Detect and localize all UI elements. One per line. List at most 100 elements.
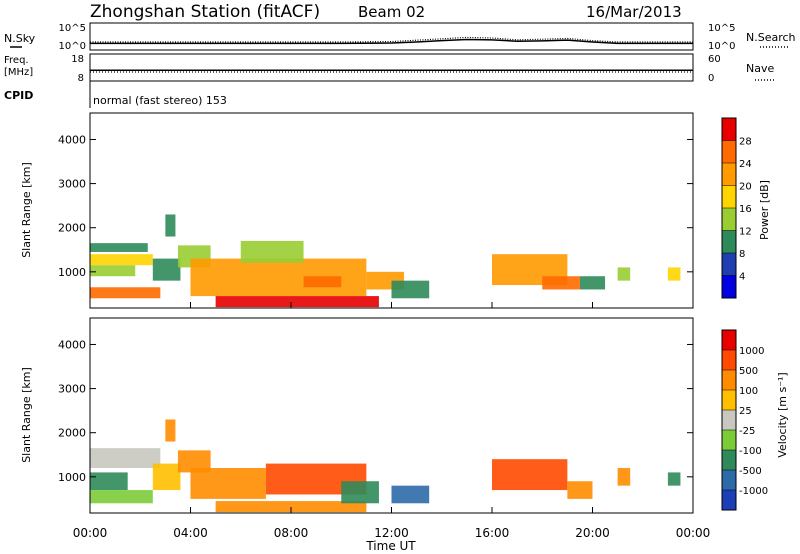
xtick-label: 20:00 bbox=[575, 526, 610, 540]
power-colorbar-swatch bbox=[722, 208, 736, 231]
velocity-colorbar-tick-label: 500 bbox=[739, 366, 758, 377]
power-heatmap bbox=[90, 214, 681, 308]
heatmap-cell bbox=[177, 450, 211, 473]
velocity-colorbar-tick-label: 25 bbox=[739, 406, 752, 417]
freq-right-tick-high: 60 bbox=[708, 54, 721, 65]
power-colorbar-tick-label: 20 bbox=[739, 182, 752, 193]
heatmap-cell bbox=[90, 265, 136, 277]
cpid-value: normal (fast stereo) 153 bbox=[93, 94, 227, 107]
heatmap-cell bbox=[391, 280, 430, 299]
power-colorbar-label: Power [dB] bbox=[758, 180, 771, 240]
power-colorbar-tick-label: 28 bbox=[739, 137, 752, 148]
heatmap-cell bbox=[617, 267, 631, 281]
velocity-colorbar-swatch bbox=[722, 330, 736, 350]
velocity-colorbar-tick-label: -500 bbox=[739, 466, 762, 477]
ytick-label: 1000 bbox=[58, 471, 86, 484]
power-colorbar-swatch bbox=[722, 253, 736, 276]
ytick-label: 2000 bbox=[58, 222, 86, 235]
velocity-colorbar: 1000 500 100 25 -25 -100 -500 -1000 bbox=[721, 329, 768, 511]
heatmap-cell bbox=[190, 468, 266, 499]
beam-label: Beam 02 bbox=[358, 3, 425, 21]
noise-right-label: N.Search bbox=[746, 31, 796, 44]
ytick-label: 4000 bbox=[58, 338, 86, 351]
heatmap-cell bbox=[90, 472, 128, 491]
heatmap-cell bbox=[567, 481, 593, 499]
power-colorbar: 28 24 20 16 12 8 4 bbox=[721, 117, 752, 299]
velocity-colorbar-frame bbox=[721, 329, 737, 511]
velocity-colorbar-swatch bbox=[722, 470, 736, 490]
ytick-label: 3000 bbox=[58, 383, 86, 396]
power-colorbar-swatch bbox=[722, 140, 736, 163]
power-colorbar-swatch bbox=[722, 163, 736, 186]
ytick-label: 1000 bbox=[58, 266, 86, 279]
velocity-colorbar-tick-label: 100 bbox=[739, 386, 758, 397]
velocity-heatmap bbox=[90, 419, 681, 513]
date-label: 16/Mar/2013 bbox=[586, 3, 682, 21]
noise-series bbox=[90, 36, 693, 45]
power-colorbar-tick-label: 4 bbox=[739, 272, 745, 283]
freq-label-1: Freq. bbox=[4, 55, 29, 66]
velocity-colorbar-tick-label: -100 bbox=[739, 446, 762, 457]
velocity-colorbar-swatch bbox=[722, 410, 736, 430]
velocity-colorbar-tick-label: -1000 bbox=[739, 486, 768, 497]
ytick-label: 4000 bbox=[58, 133, 86, 146]
xaxis-label: Time UT bbox=[365, 539, 416, 553]
velocity-colorbar-swatch bbox=[722, 490, 736, 510]
noise-panel-frame bbox=[89, 22, 694, 51]
freq-left-tick-high: 18 bbox=[71, 54, 84, 65]
noise-left-tick-low: 10^0 bbox=[59, 41, 86, 52]
velocity-colorbar-swatch bbox=[722, 350, 736, 370]
power-colorbar-tick-label: 8 bbox=[739, 249, 745, 260]
velocity-colorbar-swatch bbox=[722, 450, 736, 470]
freq-right-tick-low: 0 bbox=[708, 73, 714, 84]
heatmap-cell bbox=[165, 214, 176, 237]
freq-left-tick-low: 8 bbox=[78, 73, 84, 84]
cpid-label: CPID bbox=[4, 89, 33, 102]
power-ylabel: Slant Range [km] bbox=[20, 162, 33, 258]
time-axis: 00:00 04:00 08:00 12:00 16:00 20:00 00:00 bbox=[73, 302, 711, 540]
heatmap-cell bbox=[617, 468, 631, 486]
power-colorbar-swatch bbox=[722, 275, 736, 298]
power-colorbar-swatch bbox=[722, 118, 736, 141]
heatmap-cell bbox=[492, 459, 568, 491]
heatmap-cell bbox=[90, 254, 153, 266]
power-colorbar-tick-label: 16 bbox=[739, 204, 752, 215]
heatmap-cell bbox=[240, 240, 304, 263]
power-colorbar-tick-label: 12 bbox=[739, 227, 752, 238]
xtick-label: 16:00 bbox=[475, 526, 510, 540]
power-colorbar-swatch bbox=[722, 185, 736, 208]
heatmap-cell bbox=[341, 481, 379, 504]
power-yaxis: 4000 3000 2000 1000 bbox=[58, 133, 693, 279]
power-colorbar-swatch bbox=[722, 230, 736, 253]
heatmap-cell bbox=[303, 276, 342, 288]
heatmap-cell bbox=[90, 243, 148, 252]
heatmap-cell bbox=[391, 485, 430, 504]
freq-series bbox=[90, 69, 693, 73]
velocity-yaxis: 4000 3000 2000 1000 bbox=[58, 338, 693, 484]
heatmap-cell bbox=[215, 501, 367, 513]
heatmap-cell bbox=[152, 258, 181, 281]
velocity-colorbar-swatch bbox=[722, 390, 736, 410]
ytick-label: 2000 bbox=[58, 427, 86, 440]
heatmap-cell bbox=[667, 472, 681, 486]
xtick-label: 00:00 bbox=[676, 526, 711, 540]
velocity-colorbar-swatch bbox=[722, 430, 736, 450]
velocity-colorbar-tick-label: 1000 bbox=[739, 346, 764, 357]
xtick-label: 00:00 bbox=[73, 526, 108, 540]
velocity-colorbar-label: Velocity [m s⁻¹] bbox=[776, 372, 789, 457]
heatmap-cell bbox=[90, 287, 161, 299]
power-colorbar-tick-label: 24 bbox=[739, 159, 752, 170]
nave-label: Nave bbox=[746, 62, 774, 75]
velocity-colorbar-tick-label: -25 bbox=[739, 426, 755, 437]
xtick-label: 12:00 bbox=[374, 526, 409, 540]
heatmap-cell bbox=[165, 419, 176, 442]
heatmap-cell bbox=[667, 267, 681, 281]
heatmap-cell bbox=[215, 296, 379, 308]
noise-left-tick-high: 10^5 bbox=[59, 23, 86, 34]
heatmap-cell bbox=[152, 463, 181, 491]
xtick-label: 08:00 bbox=[274, 526, 309, 540]
velocity-ylabel: Slant Range [km] bbox=[20, 367, 33, 463]
freq-panel-frame bbox=[89, 53, 694, 82]
heatmap-cell bbox=[90, 448, 161, 468]
